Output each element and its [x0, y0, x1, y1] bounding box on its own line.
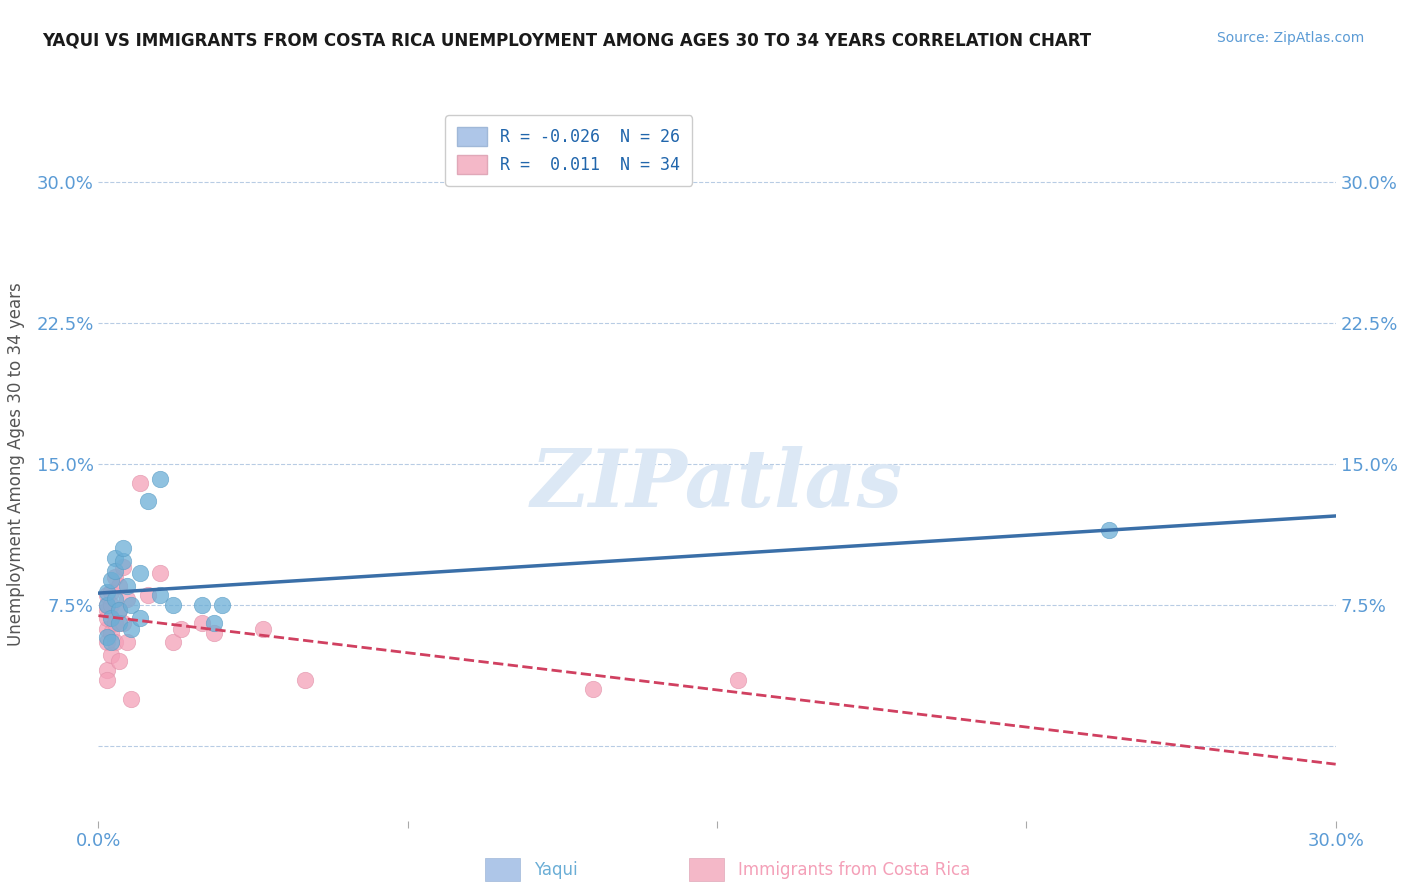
Point: [104, 564, 127, 578]
Point: [96, 673, 118, 687]
Point: [108, 579, 131, 593]
Point: [104, 569, 127, 583]
Point: [108, 616, 131, 631]
Point: [136, 494, 159, 508]
Point: [117, 635, 139, 649]
Point: [112, 554, 135, 568]
Point: [100, 574, 122, 588]
Point: [120, 622, 142, 636]
Point: [128, 566, 150, 580]
Point: [96, 611, 118, 625]
Point: [162, 598, 184, 612]
Y-axis label: Unemployment Among Ages 30 to 34 years: Unemployment Among Ages 30 to 34 years: [7, 282, 25, 646]
Text: Yaqui: Yaqui: [534, 861, 578, 879]
Point: [190, 616, 212, 631]
Point: [96, 598, 118, 612]
Point: [170, 622, 193, 636]
Point: [120, 598, 142, 612]
Point: [96, 664, 118, 678]
Point: [582, 682, 605, 697]
Point: [96, 622, 118, 636]
Point: [100, 648, 122, 663]
Point: [120, 691, 142, 706]
Point: [294, 673, 316, 687]
Point: [202, 625, 225, 640]
Point: [190, 598, 212, 612]
Point: [1098, 523, 1121, 537]
Point: [100, 584, 122, 599]
Point: [128, 611, 150, 625]
Point: [108, 603, 131, 617]
Point: [100, 635, 122, 649]
Point: [727, 673, 749, 687]
Point: [112, 541, 135, 556]
Point: [149, 566, 172, 580]
Point: [128, 475, 150, 490]
Point: [117, 579, 139, 593]
Point: [100, 598, 122, 612]
Point: [202, 616, 225, 631]
Point: [104, 592, 127, 607]
Point: [108, 603, 131, 617]
Text: YAQUI VS IMMIGRANTS FROM COSTA RICA UNEMPLOYMENT AMONG AGES 30 TO 34 YEARS CORRE: YAQUI VS IMMIGRANTS FROM COSTA RICA UNEM…: [42, 31, 1091, 49]
Point: [211, 598, 233, 612]
Point: [104, 635, 127, 649]
Point: [136, 588, 159, 602]
Point: [96, 598, 118, 612]
Point: [96, 635, 118, 649]
Point: [100, 611, 122, 625]
Point: [112, 560, 135, 574]
Point: [149, 588, 172, 602]
Text: Immigrants from Costa Rica: Immigrants from Costa Rica: [738, 861, 970, 879]
Point: [252, 622, 274, 636]
Point: [149, 472, 172, 486]
Point: [96, 630, 118, 644]
Point: [117, 592, 139, 607]
Text: Source: ZipAtlas.com: Source: ZipAtlas.com: [1216, 31, 1364, 45]
Point: [112, 616, 135, 631]
Point: [108, 654, 131, 668]
Point: [104, 550, 127, 565]
Point: [96, 588, 118, 602]
Point: [96, 603, 118, 617]
Text: ZIPatlas: ZIPatlas: [531, 447, 903, 524]
Legend: R = -0.026  N = 26, R =  0.011  N = 34: R = -0.026 N = 26, R = 0.011 N = 34: [446, 115, 692, 186]
Point: [96, 584, 118, 599]
Point: [100, 625, 122, 640]
Point: [162, 635, 184, 649]
Point: [104, 616, 127, 631]
